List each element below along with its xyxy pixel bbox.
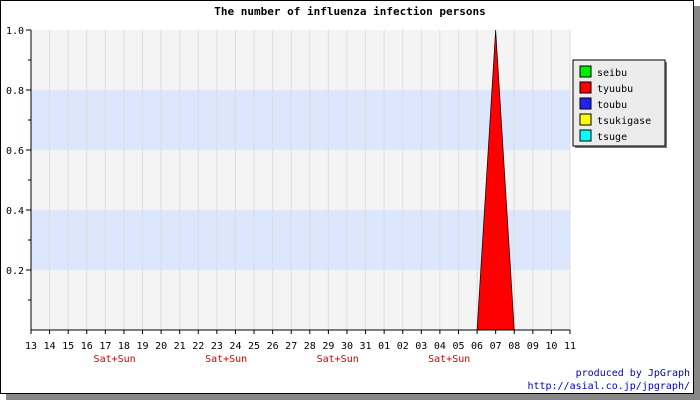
x-tick-label: 15 (62, 341, 74, 352)
x-tick-label: 10 (545, 341, 557, 352)
weekend-label: Sat+Sun (205, 354, 247, 365)
legend-swatch-tsukigase (579, 113, 592, 126)
legend: seibu tyuubu toubu tsukigase tsuge (572, 59, 667, 148)
y-tick-label: 0.6 (6, 146, 24, 157)
frame-shadow-bottom (6, 394, 700, 400)
x-tick-label: 03 (415, 341, 427, 352)
legend-label-tsukigase: tsukigase (597, 116, 651, 127)
x-tick-label: 01 (378, 341, 390, 352)
legend-label-toubu: toubu (597, 100, 627, 111)
x-tick-label: 18 (118, 341, 130, 352)
x-tick-label: 11 (564, 341, 576, 352)
weekend-label: Sat+Sun (317, 354, 359, 365)
frame-shadow-right (694, 6, 700, 400)
weekend-label: Sat+Sun (94, 354, 136, 365)
x-tick-label: 27 (285, 341, 297, 352)
legend-label-tsuge: tsuge (597, 132, 627, 143)
x-tick-label: 02 (397, 341, 409, 352)
grid-band-1 (31, 90, 570, 150)
x-tick-label: 19 (136, 341, 148, 352)
x-tick-label: 06 (471, 341, 483, 352)
legend-swatch-toubu (579, 97, 592, 110)
x-tick-label: 05 (452, 341, 464, 352)
x-tick-label: 29 (322, 341, 334, 352)
x-tick-label: 07 (490, 341, 502, 352)
legend-label-seibu: seibu (597, 68, 627, 79)
x-tick-label: 20 (155, 341, 167, 352)
grid-band-0 (31, 210, 570, 270)
x-tick-label: 30 (341, 341, 353, 352)
x-tick-label: 23 (211, 341, 223, 352)
legend-label-tyuubu: tyuubu (597, 84, 633, 95)
x-tick-label: 21 (174, 341, 186, 352)
x-tick-label: 08 (508, 341, 520, 352)
x-tick-label: 14 (44, 341, 56, 352)
legend-swatch-tyuubu (579, 81, 592, 94)
x-tick-label: 25 (248, 341, 260, 352)
x-tick-label: 17 (99, 341, 111, 352)
credit-line-2: http://asial.co.jp/jpgraph/ (527, 381, 690, 392)
chart-title: The number of influenza infection person… (214, 5, 486, 18)
x-tick-label: 28 (304, 341, 316, 352)
weekend-label: Sat+Sun (428, 354, 470, 365)
x-tick-label: 13 (25, 341, 37, 352)
y-tick-label: 0.2 (6, 266, 24, 277)
x-tick-label: 22 (192, 341, 204, 352)
legend-swatch-seibu (579, 65, 592, 78)
x-tick-label: 16 (81, 341, 93, 352)
legend-swatch-tsuge (579, 129, 592, 142)
y-tick-label: 0.8 (6, 86, 24, 97)
x-tick-label: 26 (267, 341, 279, 352)
y-tick-label: 0.4 (6, 206, 24, 217)
x-tick-label: 04 (434, 341, 446, 352)
plot-area: 0.2 0.4 0.6 0.8 1.0 13 14 15 16 17 18 19 20 21 22 23 24 2… (6, 26, 576, 365)
x-tick-label: 24 (229, 341, 241, 352)
credit-line-1: produced by JpGraph (576, 368, 690, 379)
x-tick-label: 09 (527, 341, 539, 352)
x-tick-label: 31 (360, 341, 372, 352)
y-tick-label: 1.0 (6, 26, 24, 37)
